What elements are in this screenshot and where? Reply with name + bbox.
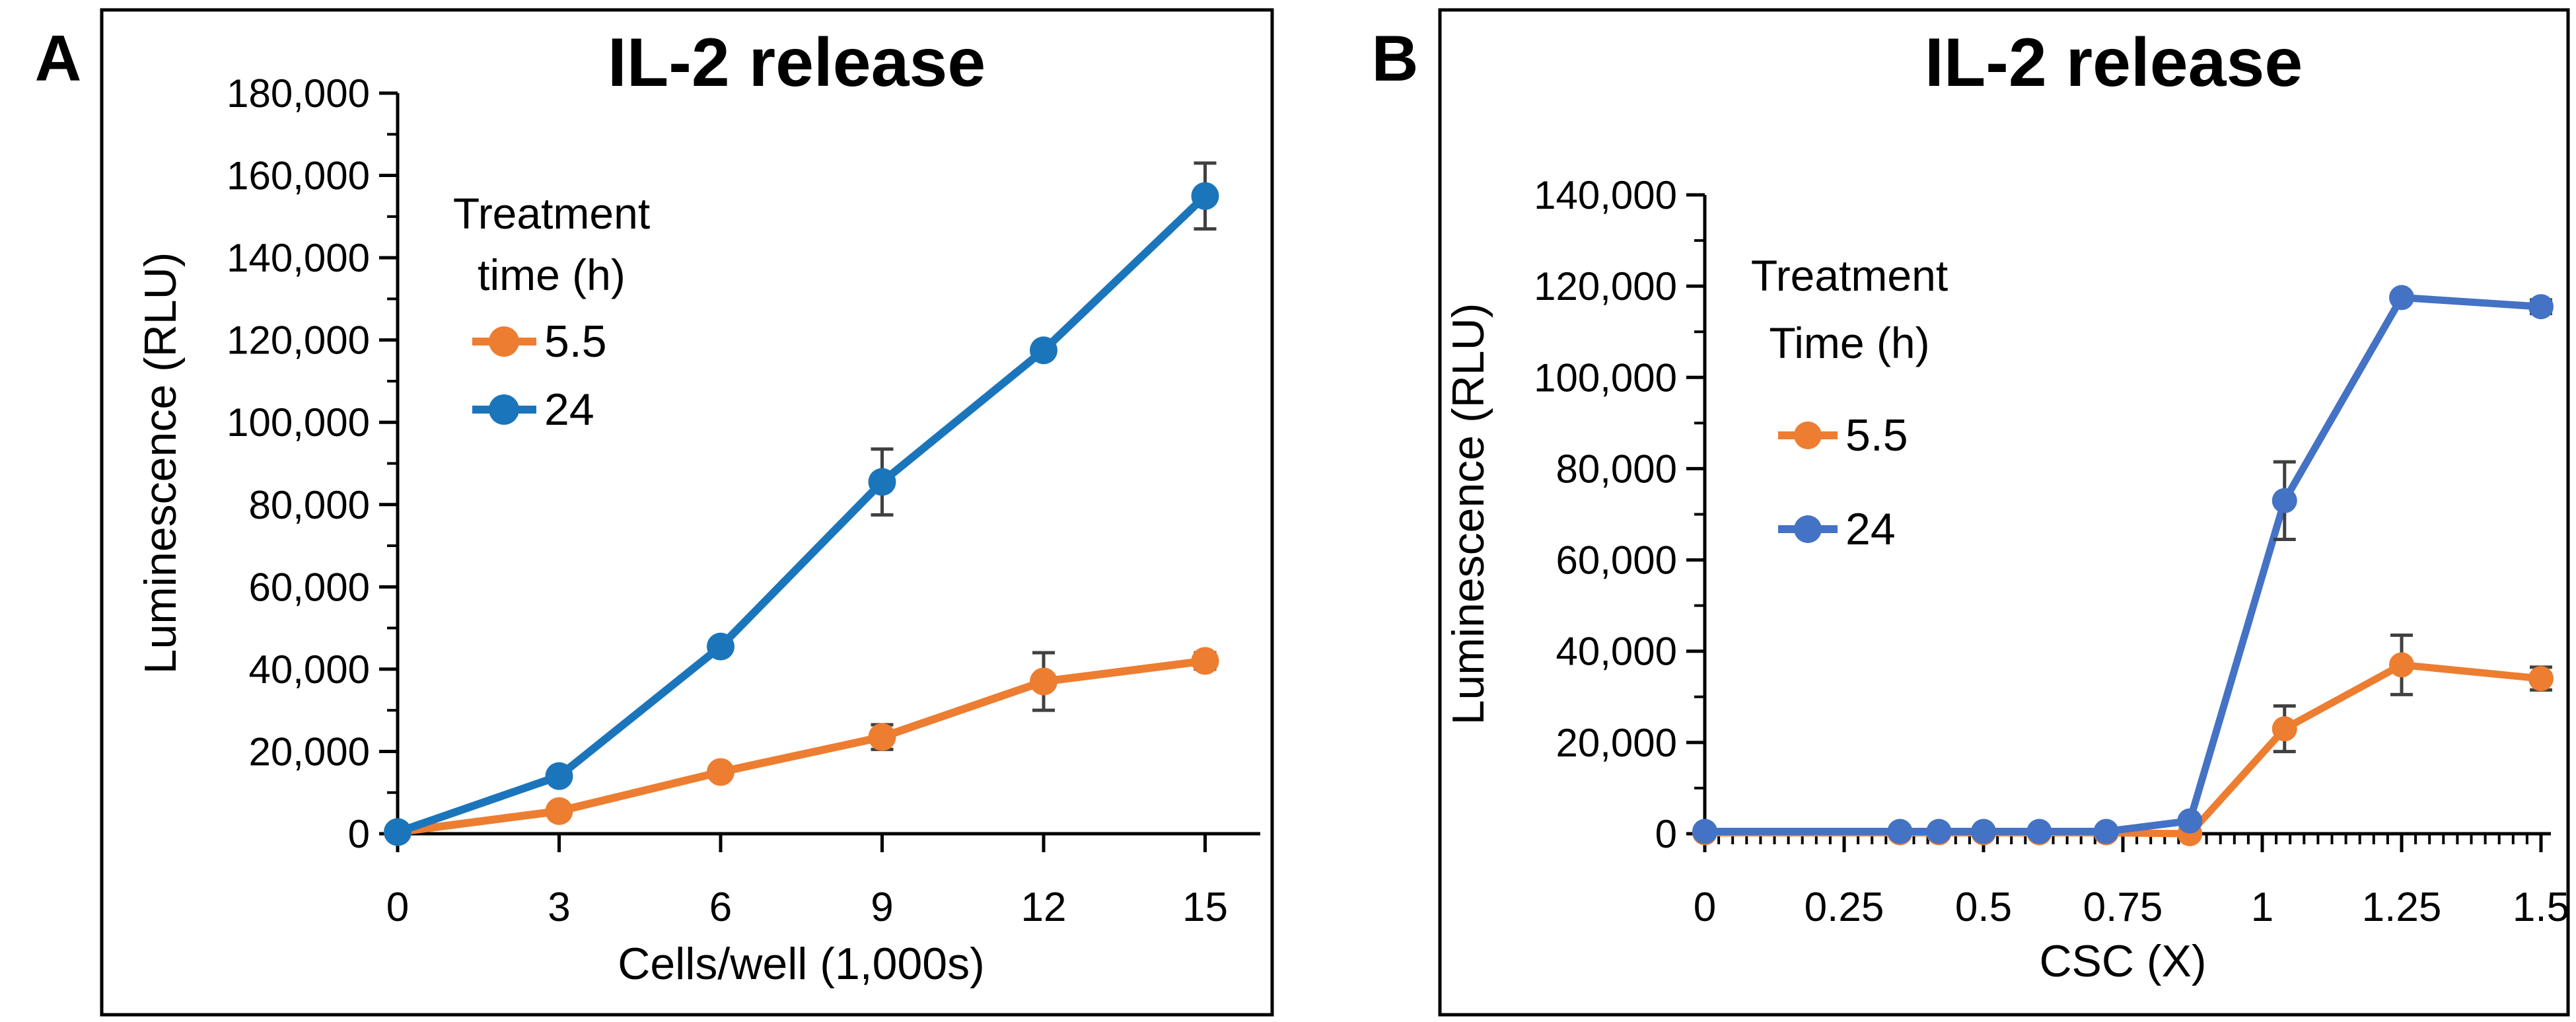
legend-marker — [489, 394, 519, 425]
legend-marker — [489, 326, 519, 357]
data-point-24h — [1191, 182, 1219, 210]
x-tick-label: 1.25 — [2362, 885, 2442, 930]
y-tick-label: 180,000 — [227, 71, 370, 116]
series-line-5.5h — [394, 657, 1209, 836]
x-tick-label: 0.75 — [2083, 885, 2163, 930]
x-tick-label: 0.5 — [1955, 885, 2012, 930]
y-tick-label: 60,000 — [248, 565, 370, 609]
y-tick-label: 40,000 — [248, 647, 370, 692]
y-tick-label: 60,000 — [1556, 538, 1677, 583]
data-point-24h — [1030, 336, 1057, 365]
x-tick-label: 9 — [871, 885, 893, 930]
y-tick-label: 0 — [348, 812, 370, 856]
legend-entry-label: 24 — [1845, 504, 1896, 554]
legend-marker — [1794, 421, 1822, 449]
panel-letter-a: A — [35, 22, 82, 94]
x-tick-label: 1 — [2251, 885, 2273, 930]
panel-border — [1438, 8, 2570, 1017]
x-tick-label: 12 — [1021, 885, 1067, 930]
data-point-24h — [1887, 819, 1913, 844]
data-point-24h — [1971, 819, 1996, 844]
y-tick-label: 160,000 — [227, 154, 370, 198]
y-tick-label: 120,000 — [227, 318, 370, 363]
legend-title-line: time (h) — [478, 250, 626, 299]
data-point-5.5h — [545, 797, 573, 825]
data-point-5.5h — [707, 758, 734, 786]
data-point-5.5h — [2528, 666, 2554, 692]
legend-entry-label: 5.5 — [544, 316, 607, 367]
series-line-24h — [394, 192, 1209, 836]
chart-panel-a: IL-2 release 0 20,000 40,000 60,000 80,000 100… — [100, 8, 1274, 1017]
x-tick-label: 3 — [548, 885, 570, 930]
chart-panel-b: IL-2 release020,00040,00060,00080,000100… — [1438, 8, 2570, 1017]
y-axis-title: Luminescence (RLU) — [135, 252, 186, 675]
data-point-24h — [2528, 294, 2554, 320]
series-line-24h — [1701, 293, 2545, 836]
y-tick-label: 0 — [1655, 812, 1677, 856]
y-tick-label: 140,000 — [1534, 173, 1677, 217]
x-tick-label: 0 — [1694, 885, 1716, 930]
data-point-5.5h — [868, 723, 896, 751]
legend-entry-label: 5.5 — [1845, 410, 1908, 460]
data-point-5.5h — [1030, 667, 1057, 696]
x-tick-label: 0 — [386, 885, 409, 930]
y-tick-label: 80,000 — [248, 483, 370, 527]
legend-title-line: Treatment — [1751, 251, 1948, 300]
y-tick-label: 40,000 — [1556, 630, 1677, 674]
legend-entry-label: 24 — [544, 384, 594, 435]
y-tick-label: 20,000 — [1556, 721, 1677, 765]
data-point-24h — [1926, 819, 1952, 844]
y-tick-label: 140,000 — [227, 236, 370, 280]
data-point-24h — [868, 468, 896, 496]
legend-marker — [1794, 515, 1822, 543]
data-point-5.5h — [2272, 716, 2297, 742]
x-tick-label: 6 — [709, 885, 732, 930]
data-point-24h — [707, 632, 734, 661]
data-point-5.5h — [1191, 647, 1219, 675]
x-axis-title: Cells/well (1,000s) — [618, 939, 985, 989]
x-axis-title: CSC (X) — [2039, 936, 2206, 986]
x-tick-label: 15 — [1182, 885, 1228, 930]
legend-title-line: Time (h) — [1769, 318, 1929, 367]
data-point-24h — [2093, 819, 2119, 844]
data-point-24h — [2026, 819, 2052, 844]
data-point-24h — [2177, 808, 2203, 834]
y-axis-title: Luminescence (RLU) — [1443, 303, 1493, 725]
y-tick-label: 80,000 — [1556, 447, 1677, 491]
data-point-24h — [545, 762, 573, 790]
x-tick-label: 0.25 — [1805, 885, 1884, 930]
data-point-5.5h — [2389, 652, 2414, 678]
panel-border — [100, 8, 1274, 1017]
data-point-24h — [1692, 819, 1717, 844]
y-tick-label: 100,000 — [227, 400, 370, 445]
y-tick-label: 100,000 — [1534, 355, 1677, 400]
x-tick-label: 1.5 — [2513, 885, 2569, 930]
data-point-24h — [384, 818, 411, 846]
chart-title: IL-2 release — [608, 24, 985, 101]
chart-title: IL-2 release — [1925, 24, 2303, 101]
y-tick-label: 20,000 — [248, 729, 370, 774]
y-tick-label: 120,000 — [1534, 264, 1677, 309]
data-point-24h — [2389, 285, 2414, 310]
data-point-24h — [2272, 488, 2297, 513]
panel-letter-b: B — [1372, 22, 1419, 94]
legend-title-line: Treatment — [453, 189, 650, 238]
